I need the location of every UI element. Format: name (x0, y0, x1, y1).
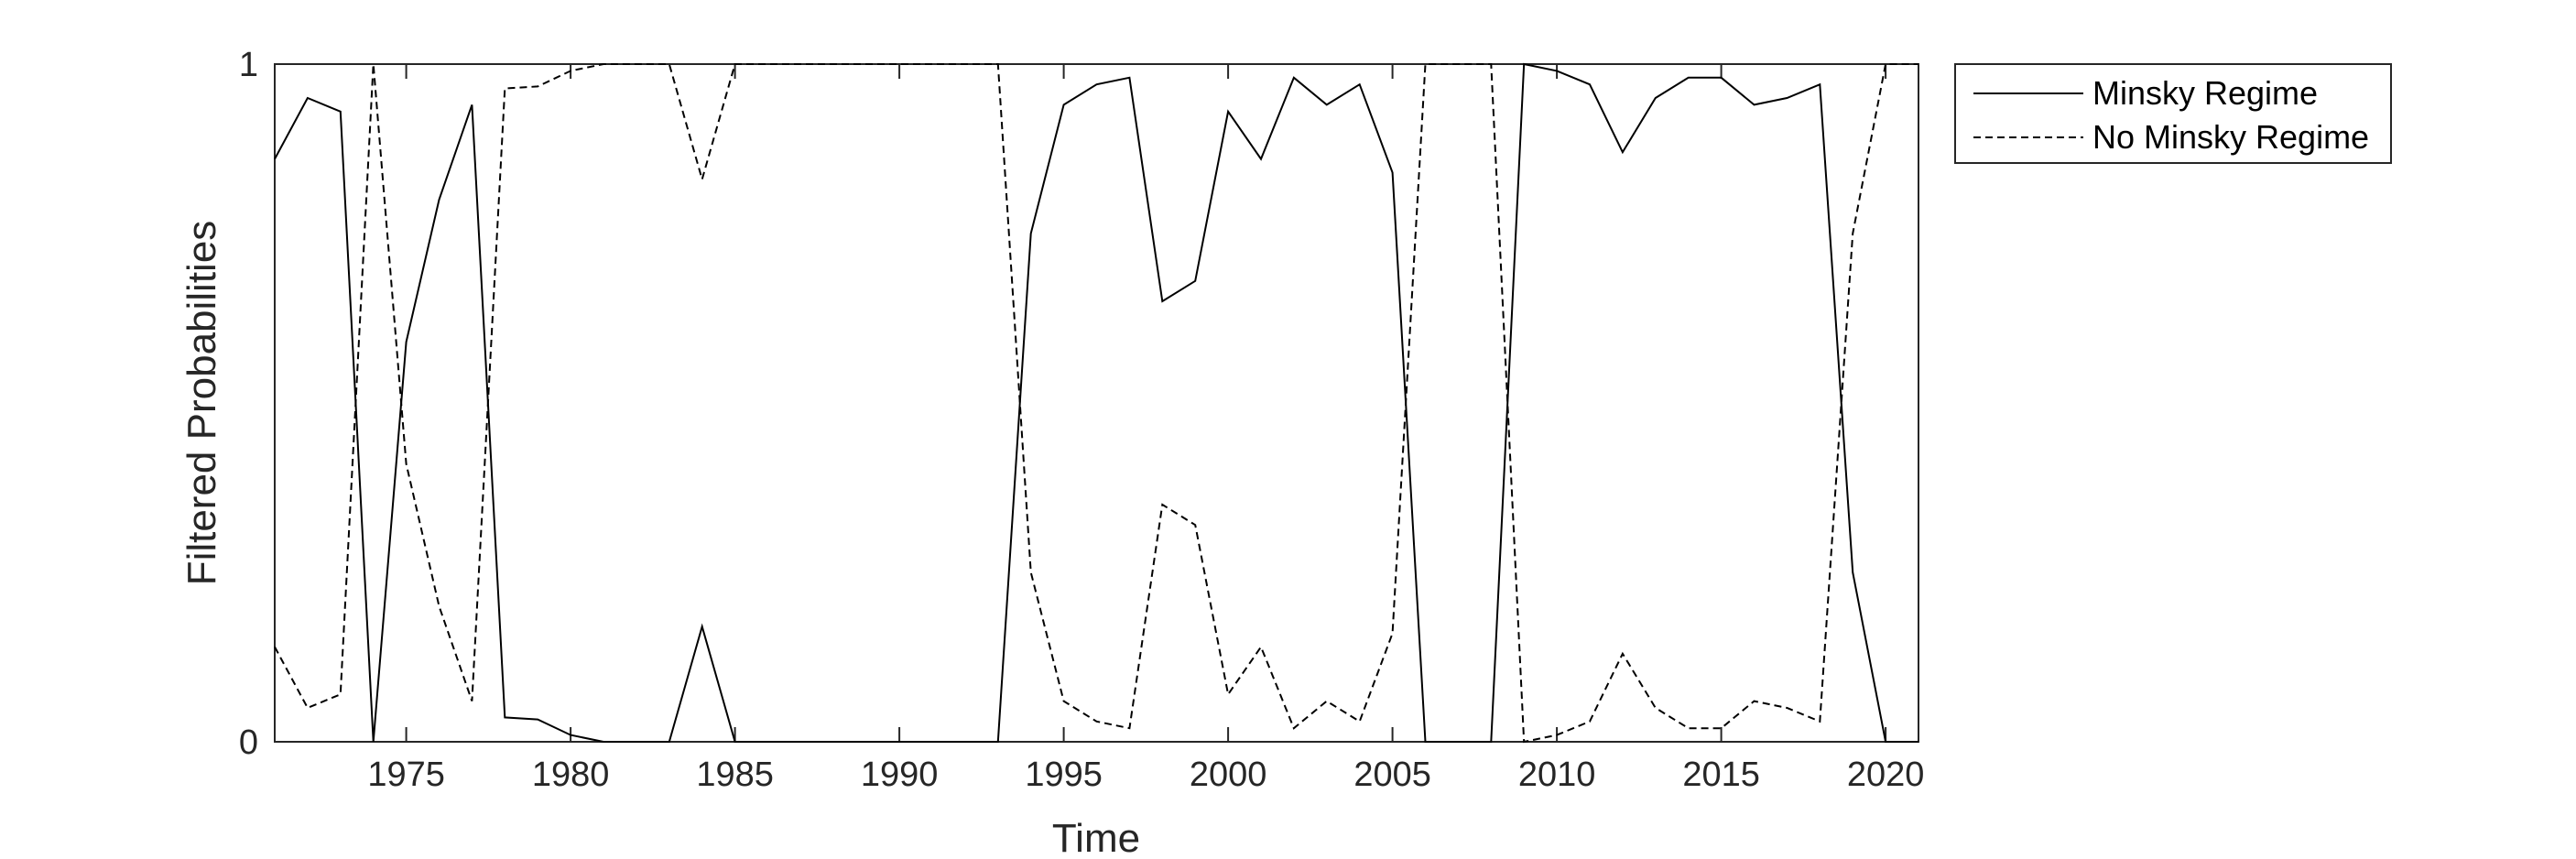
x-tick-label: 1975 (367, 756, 445, 794)
y-axis-ticks: 01 (239, 46, 1918, 762)
x-tick-label: 1995 (1025, 756, 1103, 794)
x-tick-label: 1980 (532, 756, 610, 794)
plot-area (274, 63, 1919, 743)
x-tick-label: 2010 (1518, 756, 1596, 794)
x-tick-label: 1985 (696, 756, 774, 794)
legend: Minsky Regime No Minsky Regime (1954, 63, 2392, 164)
x-axis-title: Time (1052, 816, 1140, 859)
x-tick-label: 2020 (1847, 756, 1925, 794)
series-layer (274, 62, 1918, 744)
y-axis-title: Filtered Probabilities (179, 221, 224, 586)
x-tick-label: 2000 (1190, 756, 1267, 794)
y-tick-label: 1 (239, 46, 258, 84)
legend-box (1954, 63, 2392, 164)
x-tick-label: 1990 (861, 756, 939, 794)
series-line-no-minsky-regime (274, 63, 1918, 744)
x-tick-label: 2015 (1682, 756, 1760, 794)
x-tick-label: 2005 (1353, 756, 1431, 794)
series-line-minsky-regime (274, 62, 1918, 743)
y-tick-label: 0 (239, 723, 258, 762)
plot-frame (274, 63, 1919, 743)
legend-label-minsky: Minsky Regime (2092, 74, 2318, 112)
legend-label-no-minsky: No Minsky Regime (2092, 118, 2369, 156)
x-axis-ticks: 1975 1980 1985 1990 1995 2000 2005 2010 2015 2020 (367, 64, 1924, 794)
